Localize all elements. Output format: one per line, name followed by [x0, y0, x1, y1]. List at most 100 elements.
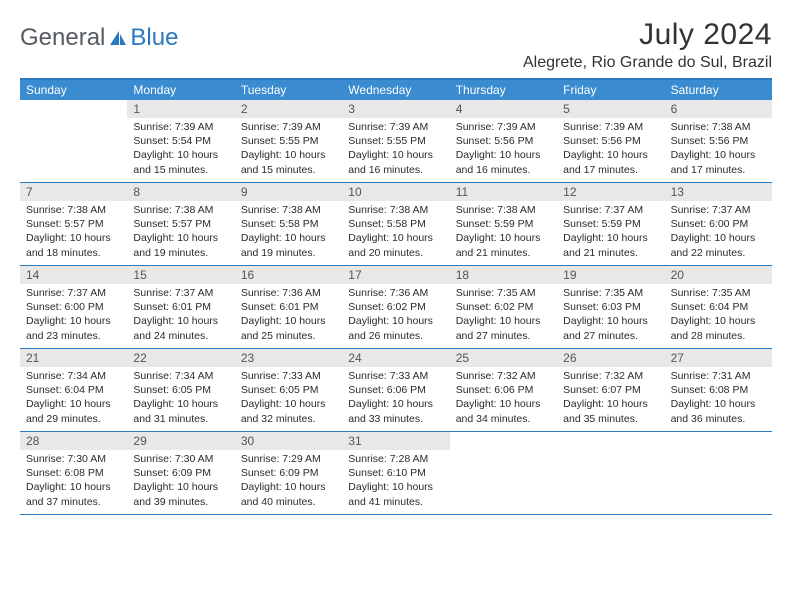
- week-row: 14Sunrise: 7:37 AMSunset: 6:00 PMDayligh…: [20, 266, 772, 349]
- daylight-line: Daylight: 10 hours and 22 minutes.: [671, 231, 766, 259]
- sunset-line: Sunset: 6:03 PM: [563, 300, 658, 314]
- sunset-line: Sunset: 5:55 PM: [241, 134, 336, 148]
- weekday-header: Wednesday: [342, 80, 449, 100]
- day-details: Sunrise: 7:38 AMSunset: 5:59 PMDaylight:…: [450, 201, 557, 264]
- day-cell: 24Sunrise: 7:33 AMSunset: 6:06 PMDayligh…: [342, 349, 449, 431]
- day-cell: 19Sunrise: 7:35 AMSunset: 6:03 PMDayligh…: [557, 266, 664, 348]
- sunset-line: Sunset: 5:56 PM: [563, 134, 658, 148]
- weekday-header: Saturday: [665, 80, 772, 100]
- day-details: Sunrise: 7:39 AMSunset: 5:56 PMDaylight:…: [557, 118, 664, 181]
- sunset-line: Sunset: 6:02 PM: [456, 300, 551, 314]
- daylight-line: Daylight: 10 hours and 31 minutes.: [133, 397, 228, 425]
- location: Alegrete, Rio Grande do Sul, Brazil: [523, 54, 772, 72]
- sunrise-line: Sunrise: 7:39 AM: [348, 120, 443, 134]
- sunset-line: Sunset: 6:01 PM: [133, 300, 228, 314]
- day-details: Sunrise: 7:31 AMSunset: 6:08 PMDaylight:…: [665, 367, 772, 430]
- day-number: 30: [235, 432, 342, 450]
- day-number: 11: [450, 183, 557, 201]
- day-cell: [557, 432, 664, 514]
- day-cell: 20Sunrise: 7:35 AMSunset: 6:04 PMDayligh…: [665, 266, 772, 348]
- sunset-line: Sunset: 5:57 PM: [133, 217, 228, 231]
- sunrise-line: Sunrise: 7:39 AM: [133, 120, 228, 134]
- day-cell: 27Sunrise: 7:31 AMSunset: 6:08 PMDayligh…: [665, 349, 772, 431]
- sunset-line: Sunset: 6:06 PM: [456, 383, 551, 397]
- month-title: July 2024: [523, 18, 772, 52]
- day-details: Sunrise: 7:37 AMSunset: 5:59 PMDaylight:…: [557, 201, 664, 264]
- calendar: SundayMondayTuesdayWednesdayThursdayFrid…: [20, 78, 772, 515]
- day-number: [450, 432, 557, 449]
- day-cell: 8Sunrise: 7:38 AMSunset: 5:57 PMDaylight…: [127, 183, 234, 265]
- sunset-line: Sunset: 6:08 PM: [671, 383, 766, 397]
- day-number: 9: [235, 183, 342, 201]
- day-number: 4: [450, 100, 557, 118]
- day-cell: 31Sunrise: 7:28 AMSunset: 6:10 PMDayligh…: [342, 432, 449, 514]
- sunset-line: Sunset: 6:00 PM: [26, 300, 121, 314]
- daylight-line: Daylight: 10 hours and 27 minutes.: [563, 314, 658, 342]
- daylight-line: Daylight: 10 hours and 17 minutes.: [671, 148, 766, 176]
- sunset-line: Sunset: 5:54 PM: [133, 134, 228, 148]
- sunset-line: Sunset: 6:02 PM: [348, 300, 443, 314]
- day-cell: 4Sunrise: 7:39 AMSunset: 5:56 PMDaylight…: [450, 100, 557, 182]
- day-cell: 17Sunrise: 7:36 AMSunset: 6:02 PMDayligh…: [342, 266, 449, 348]
- day-cell: 18Sunrise: 7:35 AMSunset: 6:02 PMDayligh…: [450, 266, 557, 348]
- day-details: Sunrise: 7:38 AMSunset: 5:57 PMDaylight:…: [20, 201, 127, 264]
- daylight-line: Daylight: 10 hours and 36 minutes.: [671, 397, 766, 425]
- day-cell: 7Sunrise: 7:38 AMSunset: 5:57 PMDaylight…: [20, 183, 127, 265]
- day-details: Sunrise: 7:32 AMSunset: 6:06 PMDaylight:…: [450, 367, 557, 430]
- logo-sail-icon: [108, 29, 128, 47]
- daylight-line: Daylight: 10 hours and 20 minutes.: [348, 231, 443, 259]
- sunset-line: Sunset: 5:57 PM: [26, 217, 121, 231]
- day-details: Sunrise: 7:34 AMSunset: 6:04 PMDaylight:…: [20, 367, 127, 430]
- daylight-line: Daylight: 10 hours and 34 minutes.: [456, 397, 551, 425]
- day-details: Sunrise: 7:28 AMSunset: 6:10 PMDaylight:…: [342, 450, 449, 513]
- day-details: Sunrise: 7:30 AMSunset: 6:09 PMDaylight:…: [127, 450, 234, 513]
- day-cell: 28Sunrise: 7:30 AMSunset: 6:08 PMDayligh…: [20, 432, 127, 514]
- day-details: Sunrise: 7:32 AMSunset: 6:07 PMDaylight:…: [557, 367, 664, 430]
- daylight-line: Daylight: 10 hours and 39 minutes.: [133, 480, 228, 508]
- week-row: 7Sunrise: 7:38 AMSunset: 5:57 PMDaylight…: [20, 183, 772, 266]
- day-number: [665, 432, 772, 449]
- week-row: 1Sunrise: 7:39 AMSunset: 5:54 PMDaylight…: [20, 100, 772, 183]
- week-row: 28Sunrise: 7:30 AMSunset: 6:08 PMDayligh…: [20, 432, 772, 515]
- day-cell: 30Sunrise: 7:29 AMSunset: 6:09 PMDayligh…: [235, 432, 342, 514]
- weeks-container: 1Sunrise: 7:39 AMSunset: 5:54 PMDaylight…: [20, 100, 772, 515]
- day-details: Sunrise: 7:36 AMSunset: 6:02 PMDaylight:…: [342, 284, 449, 347]
- day-number: 16: [235, 266, 342, 284]
- daylight-line: Daylight: 10 hours and 25 minutes.: [241, 314, 336, 342]
- sunset-line: Sunset: 5:58 PM: [241, 217, 336, 231]
- daylight-line: Daylight: 10 hours and 19 minutes.: [133, 231, 228, 259]
- sunrise-line: Sunrise: 7:36 AM: [348, 286, 443, 300]
- day-number: 6: [665, 100, 772, 118]
- day-cell: [20, 100, 127, 182]
- daylight-line: Daylight: 10 hours and 19 minutes.: [241, 231, 336, 259]
- day-cell: 6Sunrise: 7:38 AMSunset: 5:56 PMDaylight…: [665, 100, 772, 182]
- daylight-line: Daylight: 10 hours and 15 minutes.: [133, 148, 228, 176]
- day-details: Sunrise: 7:39 AMSunset: 5:55 PMDaylight:…: [235, 118, 342, 181]
- day-number: 5: [557, 100, 664, 118]
- day-cell: 15Sunrise: 7:37 AMSunset: 6:01 PMDayligh…: [127, 266, 234, 348]
- sunset-line: Sunset: 5:59 PM: [456, 217, 551, 231]
- sunrise-line: Sunrise: 7:38 AM: [671, 120, 766, 134]
- day-cell: 9Sunrise: 7:38 AMSunset: 5:58 PMDaylight…: [235, 183, 342, 265]
- day-cell: 13Sunrise: 7:37 AMSunset: 6:00 PMDayligh…: [665, 183, 772, 265]
- day-number: [557, 432, 664, 449]
- sunrise-line: Sunrise: 7:38 AM: [133, 203, 228, 217]
- day-cell: 2Sunrise: 7:39 AMSunset: 5:55 PMDaylight…: [235, 100, 342, 182]
- day-cell: 1Sunrise: 7:39 AMSunset: 5:54 PMDaylight…: [127, 100, 234, 182]
- daylight-line: Daylight: 10 hours and 21 minutes.: [456, 231, 551, 259]
- daylight-line: Daylight: 10 hours and 37 minutes.: [26, 480, 121, 508]
- day-number: 12: [557, 183, 664, 201]
- day-number: 20: [665, 266, 772, 284]
- sunset-line: Sunset: 6:07 PM: [563, 383, 658, 397]
- sunset-line: Sunset: 6:05 PM: [241, 383, 336, 397]
- day-details: Sunrise: 7:36 AMSunset: 6:01 PMDaylight:…: [235, 284, 342, 347]
- sunrise-line: Sunrise: 7:34 AM: [133, 369, 228, 383]
- sunrise-line: Sunrise: 7:37 AM: [563, 203, 658, 217]
- sunset-line: Sunset: 6:06 PM: [348, 383, 443, 397]
- sunrise-line: Sunrise: 7:30 AM: [26, 452, 121, 466]
- day-cell: 11Sunrise: 7:38 AMSunset: 5:59 PMDayligh…: [450, 183, 557, 265]
- day-number: 2: [235, 100, 342, 118]
- sunrise-line: Sunrise: 7:37 AM: [671, 203, 766, 217]
- sunset-line: Sunset: 5:55 PM: [348, 134, 443, 148]
- daylight-line: Daylight: 10 hours and 40 minutes.: [241, 480, 336, 508]
